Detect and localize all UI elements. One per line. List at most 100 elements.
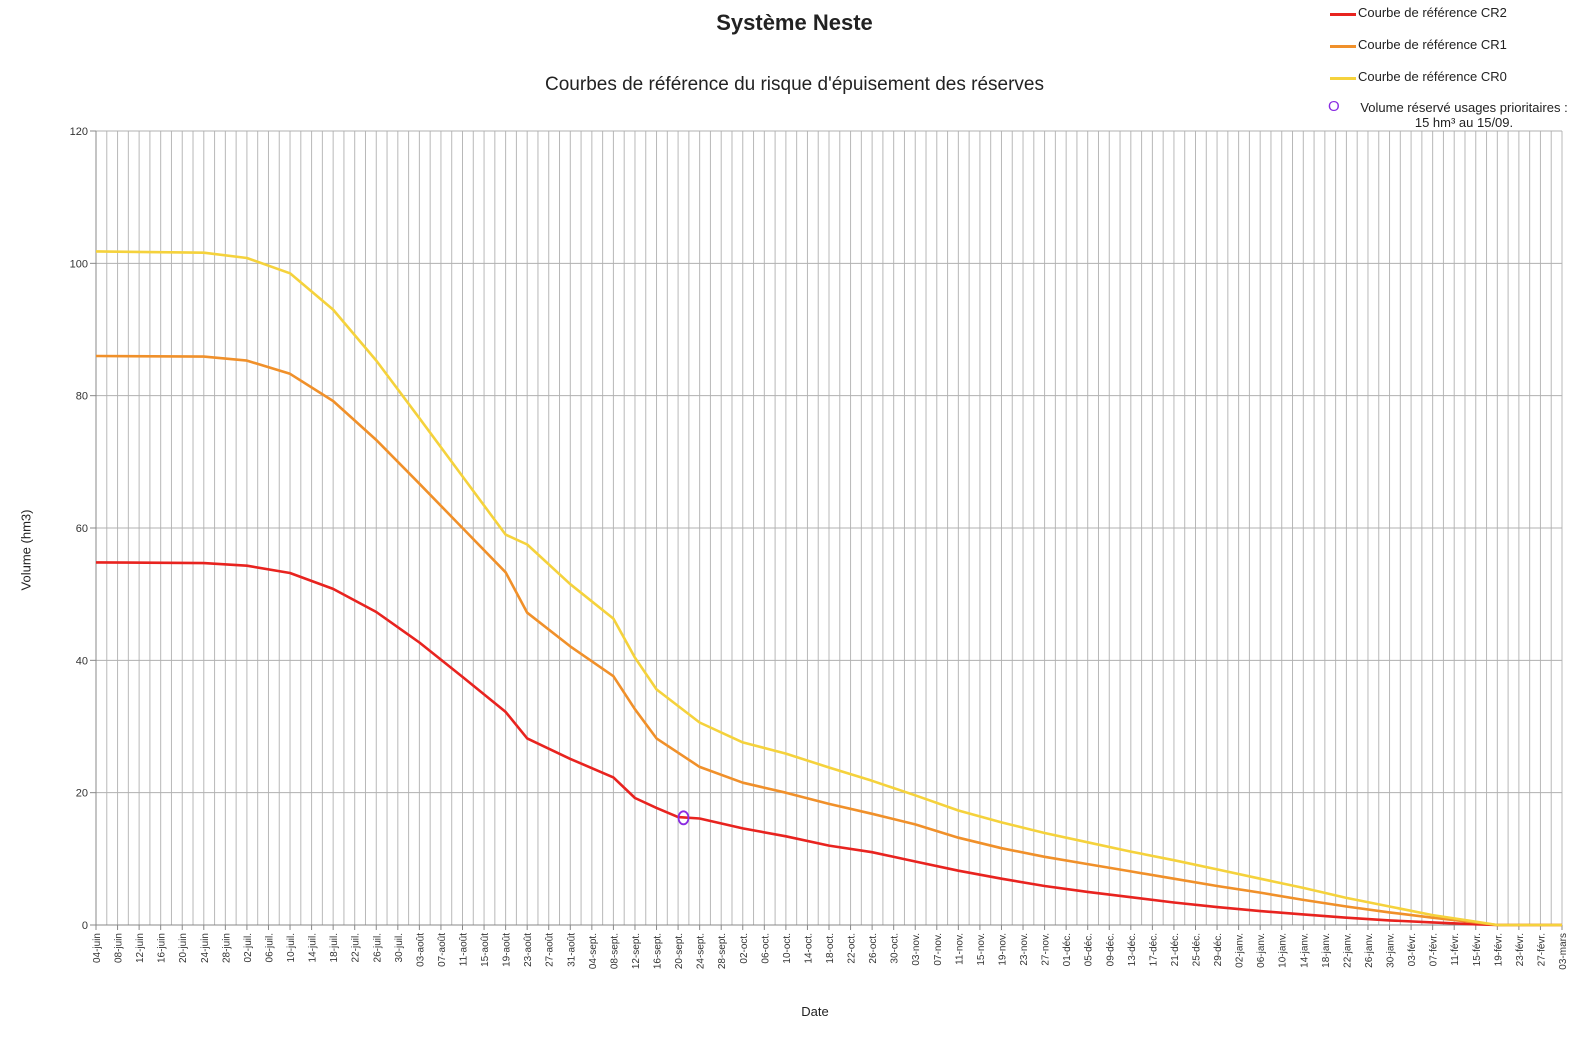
x-tick-label: 03-nov. — [911, 933, 922, 966]
legend-item-marker: O Volume réservé usages prioritaires : 1… — [1318, 98, 1588, 132]
x-tick-label: 06-janv. — [1256, 933, 1267, 968]
x-tick-label: 20-juin — [178, 933, 189, 963]
x-tick-label: 23-nov. — [1019, 933, 1030, 966]
x-tick-label: 19-août — [502, 933, 513, 967]
x-tick-label: 26-janv. — [1364, 933, 1375, 968]
legend-item-cr1: Courbe de référence CR1 — [1318, 36, 1588, 68]
series-line-cr2 — [95, 561, 1562, 927]
x-tick-label: 28-sept. — [717, 933, 728, 969]
legend-marker-line2: 15 hm³ au 15/09. — [1414, 115, 1514, 130]
x-tick-label: 04-sept. — [588, 933, 599, 969]
x-tick-label: 30-oct. — [890, 933, 901, 964]
legend: Courbe de référence CR2 Courbe de référe… — [1318, 4, 1588, 132]
chart-subtitle: Courbes de référence du risque d'épuisem… — [545, 74, 1044, 95]
y-tick-label: 40 — [76, 655, 88, 667]
x-tick-label: 12-sept. — [631, 933, 642, 969]
x-tick-label: 01-déc. — [1062, 933, 1073, 966]
y-axis-label-box: Volume (hm3) — [16, 500, 36, 600]
x-tick-label: 13-déc. — [1127, 933, 1138, 966]
series-lines — [95, 250, 1562, 927]
y-axis-label: Volume (hm3) — [18, 509, 34, 591]
x-tick-label: 04-juin — [92, 933, 103, 963]
x-tick-label: 23-févr. — [1515, 933, 1526, 966]
x-tick-label: 11-févr. — [1450, 933, 1461, 966]
legend-label-cr0: Courbe de référence CR0 — [1358, 69, 1507, 84]
x-tick-label: 02-janv. — [1235, 933, 1246, 968]
x-tick-label: 15-août — [480, 933, 491, 967]
x-tick-label: 28-juin — [221, 933, 232, 963]
chart-title: Système Neste — [716, 10, 873, 35]
x-tick-label: 08-sept. — [609, 933, 620, 969]
x-tick-label: 15-févr. — [1472, 933, 1483, 966]
x-tick-label: 07-août — [437, 933, 448, 967]
legend-marker-label: Volume réservé usages prioritaires : 15 … — [1346, 100, 1582, 130]
x-tick-label: 27-nov. — [1041, 933, 1052, 966]
x-tick-label: 22-oct. — [847, 933, 858, 964]
x-tick-label: 14-oct. — [803, 933, 814, 964]
x-tick-label: 09-déc. — [1105, 933, 1116, 966]
x-tick-label: 20-sept. — [674, 933, 685, 969]
x-tick-label: 11-nov. — [954, 933, 965, 965]
x-tick-label: 19-févr. — [1493, 933, 1504, 966]
series-line-cr0 — [95, 250, 1562, 927]
x-tick-label: 02-juil. — [243, 933, 254, 962]
grid-lines — [95, 130, 1563, 926]
x-tick-label: 22-juil. — [351, 933, 362, 962]
x-tick-label: 21-déc. — [1170, 933, 1181, 966]
x-tick-label: 18-janv. — [1321, 933, 1332, 968]
x-tick-label: 26-juil. — [372, 933, 383, 962]
x-tick-label: 16-juin — [157, 933, 168, 963]
x-tick-label: 26-oct. — [868, 933, 879, 964]
legend-marker-symbol: O — [1328, 98, 1340, 115]
y-tick-label: 100 — [70, 258, 88, 270]
x-tick-label: 30-janv. — [1386, 933, 1397, 968]
x-tick-label: 07-nov. — [933, 933, 944, 966]
x-tick-label: 07-févr. — [1429, 933, 1440, 966]
x-tick-label: 27-août — [545, 933, 556, 967]
x-tick-label: 12-juin — [135, 933, 146, 963]
x-tick-label: 16-sept. — [653, 933, 664, 969]
marker-circle — [677, 810, 690, 826]
y-tick-label: 60 — [76, 523, 88, 535]
x-tick-label: 29-déc. — [1213, 933, 1224, 966]
x-tick-label: 18-juil. — [329, 933, 340, 962]
x-tick-label: 10-juil. — [286, 933, 297, 962]
x-tick-label: 03-févr. — [1407, 933, 1418, 966]
legend-item-cr2: Courbe de référence CR2 — [1318, 4, 1588, 36]
x-tick-label: 10-janv. — [1278, 933, 1289, 968]
x-tick-label: 18-oct. — [825, 933, 836, 964]
y-tick-label: 20 — [76, 788, 88, 800]
legend-label-cr1: Courbe de référence CR1 — [1358, 37, 1507, 52]
x-tick-label: 22-janv. — [1342, 933, 1353, 968]
y-axis: 0 20 40 60 80 100 120 — [70, 126, 97, 932]
x-tick-label: 27-févr. — [1536, 933, 1547, 966]
x-tick-label: 05-déc. — [1084, 933, 1095, 966]
y-tick-label: 0 — [82, 920, 88, 932]
legend-swatch-cr1 — [1330, 45, 1356, 48]
y-tick-label: 80 — [76, 391, 88, 403]
x-tick-label: 03-août — [415, 933, 426, 967]
x-tick-label: 23-août — [523, 933, 534, 967]
x-axis-label: Date — [801, 1004, 829, 1019]
x-tick-label: 11-août — [459, 933, 470, 966]
x-tick-label: 06-oct. — [760, 933, 771, 964]
x-tick-label: 14-janv. — [1299, 933, 1310, 968]
legend-marker-line1: Volume réservé usages prioritaires : — [1360, 100, 1568, 115]
x-tick-label: 30-juil. — [394, 933, 405, 962]
x-tick-label: 06-juil. — [264, 933, 275, 962]
x-tick-label: 17-déc. — [1148, 933, 1159, 966]
legend-label-cr2: Courbe de référence CR2 — [1358, 5, 1507, 20]
x-tick-label: 10-oct. — [782, 933, 793, 964]
x-tick-label: 24-juin — [200, 933, 211, 963]
series-line-cr1 — [95, 354, 1562, 927]
x-tick-label: 08-juin — [114, 933, 125, 963]
x-tick-label: 19-nov. — [997, 933, 1008, 966]
y-tick-label: 120 — [70, 126, 88, 138]
priority-volume-marker — [677, 810, 690, 826]
legend-swatch-cr2 — [1330, 13, 1356, 16]
x-tick-label: 31-août — [566, 933, 577, 967]
x-tick-label: 25-déc. — [1192, 933, 1203, 966]
x-tick-label: 15-nov. — [976, 933, 987, 966]
x-tick-label: 14-juil. — [308, 933, 319, 962]
